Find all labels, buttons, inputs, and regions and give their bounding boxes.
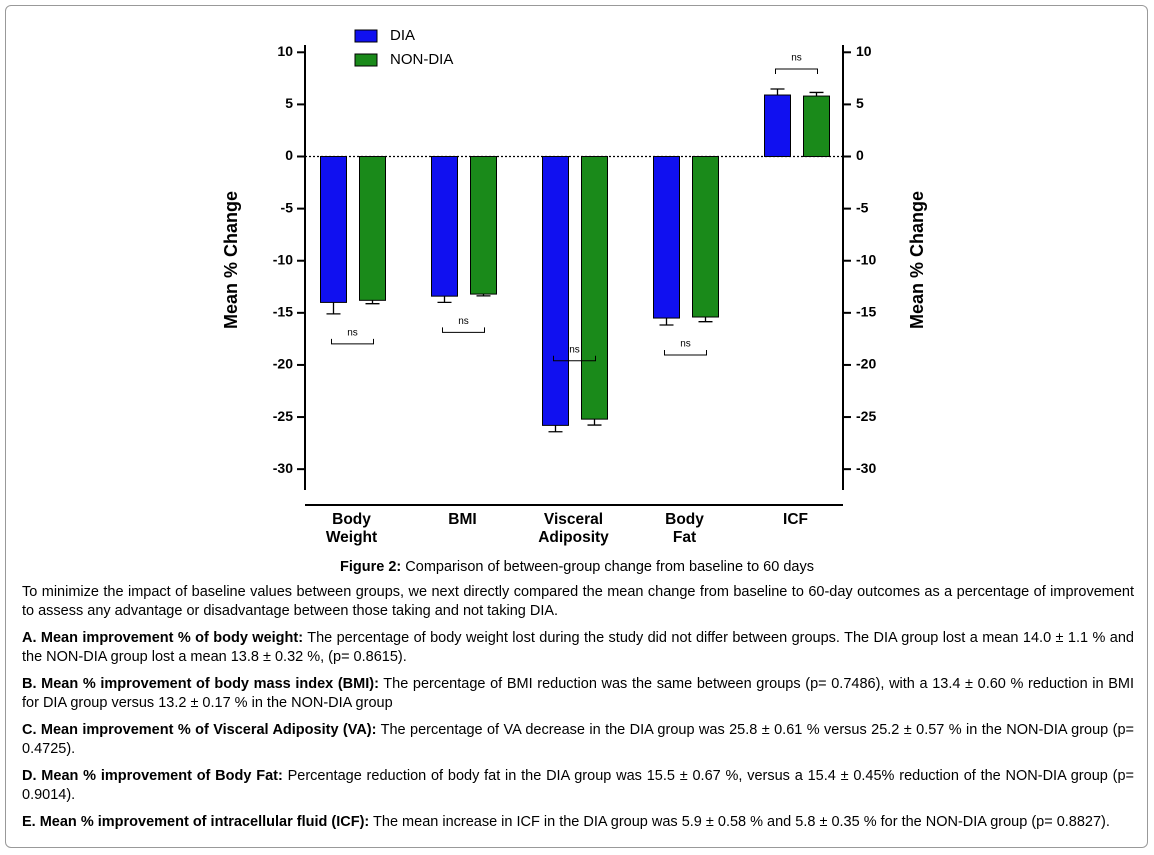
bar — [470, 156, 497, 295]
y-tick-label: -10 — [273, 251, 293, 267]
bracket — [553, 355, 596, 362]
legend-swatch — [354, 53, 378, 67]
y2-axis-label: Mean % Change — [907, 191, 927, 329]
item-heading: B. Mean % improvement of body mass index… — [22, 676, 379, 692]
item-text: The mean increase in ICF in the DIA grou… — [373, 814, 1110, 830]
legend-label: NON-DIA — [390, 51, 453, 68]
paragraph: A. Mean improvement % of body weight: Th… — [22, 629, 1134, 667]
paragraph: B. Mean % improvement of body mass index… — [22, 675, 1134, 713]
body-text: To minimize the impact of baseline value… — [22, 583, 1134, 840]
paragraph: D. Mean % improvement of Body Fat: Perce… — [22, 767, 1134, 805]
y-tick-label: 10 — [277, 43, 293, 59]
y2-tick-label: -20 — [856, 356, 876, 372]
x-tick-label: ICF — [783, 511, 808, 528]
paragraph: C. Mean improvement % of Visceral Adipos… — [22, 721, 1134, 759]
frame — [5, 5, 1148, 848]
annotation: ns — [680, 339, 691, 350]
error-bar — [365, 300, 380, 305]
error-bar — [770, 88, 785, 96]
bar — [359, 156, 386, 301]
x-tick-label: Visceral Adiposity — [538, 511, 609, 546]
bracket — [775, 68, 818, 74]
item-heading: D. Mean % improvement of Body Fat: — [22, 768, 283, 784]
error-bar — [698, 317, 713, 323]
bar — [542, 156, 569, 426]
y2-tick-label: -15 — [856, 304, 876, 320]
y2-tick-label: -10 — [856, 251, 876, 267]
y-tick-label: 0 — [285, 147, 293, 163]
paragraph: To minimize the impact of baseline value… — [22, 584, 1134, 619]
bar — [581, 156, 608, 420]
annotation: ns — [347, 328, 358, 339]
item-text: The percentage of body weight lost durin… — [22, 630, 1134, 665]
y-tick-label: -20 — [273, 356, 293, 372]
caption: Figure 2: Comparison of between-group ch… — [0, 559, 1154, 575]
error-bar — [326, 302, 341, 315]
annotation: ns — [458, 316, 469, 327]
legend-swatch — [354, 29, 378, 43]
caption-label: Figure 2: — [340, 559, 402, 575]
bar — [653, 156, 680, 319]
error-bar — [809, 91, 824, 97]
x-tick-label: Body Fat — [665, 511, 704, 546]
y2-tick-label: 5 — [856, 95, 864, 111]
item-heading: A. Mean improvement % of body weight: — [22, 630, 304, 646]
y-tick-label: 5 — [285, 95, 293, 111]
error-bar — [437, 296, 452, 304]
item-text: The percentage of VA decrease in the DIA… — [22, 722, 1134, 757]
bracket — [331, 338, 374, 345]
bracket — [442, 327, 485, 333]
legend-label: DIA — [390, 27, 415, 44]
y2-tick-label: -25 — [856, 408, 876, 424]
y2-tick-label: 10 — [856, 43, 872, 59]
item-text: The percentage of BMI reduction was the … — [22, 676, 1134, 711]
item-heading: E. Mean % improvement of intracellular f… — [22, 814, 370, 830]
annotation: ns — [569, 344, 580, 355]
x-tick-label: BMI — [448, 511, 477, 528]
y-tick-label: -25 — [273, 408, 293, 424]
error-bar — [659, 318, 674, 326]
bar — [692, 156, 719, 318]
y-axis-label: Mean % Change — [221, 191, 241, 329]
error-bar — [476, 294, 491, 297]
annotation: ns — [791, 53, 802, 64]
bracket — [664, 350, 707, 356]
bar — [803, 95, 830, 158]
y-tick-label: -30 — [273, 460, 293, 476]
y2-tick-label: -5 — [856, 199, 869, 215]
chart: Mean % Change Mean % Change 10 5 0 -5 -10 -15… — [221, 27, 927, 506]
item-text: Percentage reduction of body fat in the … — [22, 768, 1134, 803]
bar — [431, 156, 458, 297]
y-tick-label: -15 — [273, 304, 293, 320]
x-tick-label: Body Weight — [325, 511, 378, 546]
bar — [764, 94, 791, 158]
item-heading: C. Mean improvement % of Visceral Adipos… — [22, 722, 377, 738]
caption-text: Comparison of between-group change from … — [405, 559, 814, 575]
y-tick-label: -5 — [281, 199, 294, 215]
error-bar — [548, 425, 563, 433]
y2-tick-label: -30 — [856, 460, 876, 476]
error-bar — [587, 419, 602, 426]
y2-tick-label: 0 — [856, 147, 864, 163]
paragraph: E. Mean % improvement of intracellular f… — [22, 813, 1134, 832]
bar — [320, 156, 347, 303]
